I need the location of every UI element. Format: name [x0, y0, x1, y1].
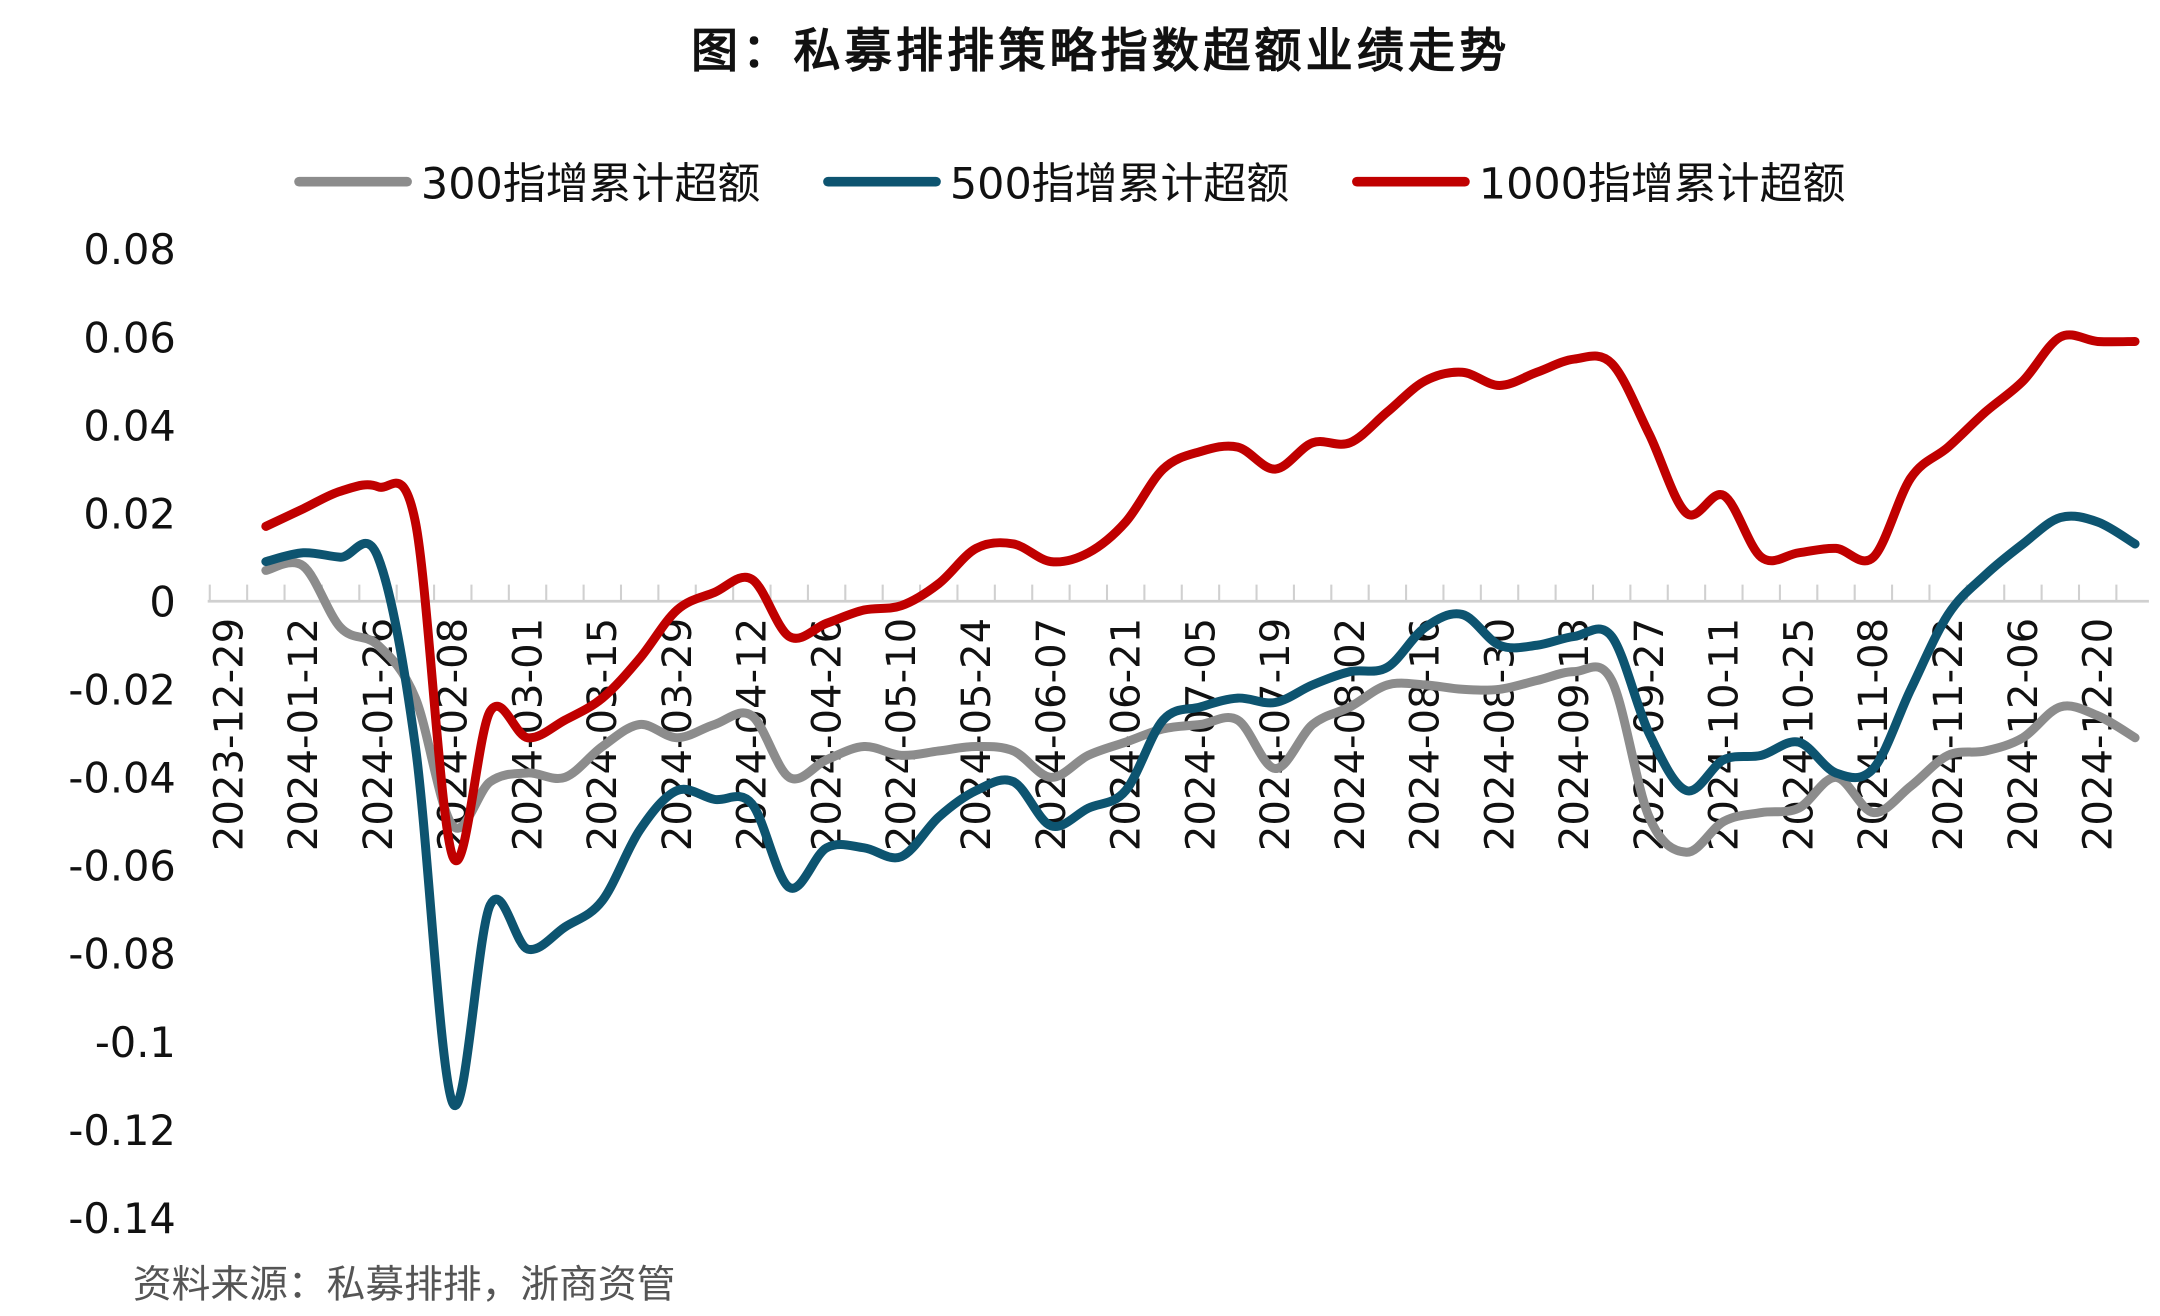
y-tick-label: -0.06: [68, 842, 175, 891]
x-axis: 2023-12-29 2024-01-12 2024-01-26 2024-02-08…: [206, 584, 2149, 851]
x-tick-label: 2024-05-10: [879, 618, 925, 851]
x-tick-label: 2023-12-29: [206, 618, 252, 851]
y-axis: 0.08 0.06 0.04 0.02 0 -0.02 -0.04 -0.06 -0.08 -0.…: [68, 225, 175, 1243]
y-tick-label: -0.08: [68, 930, 175, 979]
x-tick-label: 2024-08-30: [1477, 618, 1523, 851]
x-tick-label: 2024-12-20: [2076, 618, 2122, 851]
x-tick-label: 2024-04-26: [804, 618, 850, 851]
series-line-2: [261, 330, 2140, 866]
legend: 300指增累计超额 500指增累计超额 1000指增累计超额: [294, 159, 1846, 209]
series-line-0: [261, 558, 2140, 857]
legend-label: 500指增累计超额: [950, 159, 1289, 209]
y-tick-label: 0.02: [83, 489, 175, 538]
y-tick-label: 0.08: [83, 225, 175, 274]
x-tick-label: 2024-08-02: [1328, 618, 1374, 851]
y-tick-label: 0.04: [83, 401, 175, 450]
chart-title: 图：私募排排策略指数超额业绩走势: [691, 24, 1510, 79]
y-tick-label: 0.06: [83, 313, 175, 362]
x-tick-label: 2024-07-19: [1253, 618, 1299, 851]
legend-label: 1000指增累计超额: [1479, 159, 1846, 209]
y-tick-label: -0.14: [68, 1194, 175, 1243]
source-note: 资料来源：私募排排，浙商资管: [133, 1263, 675, 1308]
series-lines: [261, 330, 2140, 1111]
legend-label: 300指增累计超额: [421, 159, 760, 209]
series-line-1: [261, 511, 2140, 1111]
y-tick-label: -0.04: [68, 754, 175, 803]
x-tick-label: 2024-10-25: [1776, 618, 1822, 851]
x-tick-label: 2024-07-05: [1178, 618, 1224, 851]
x-tick-label: 2024-01-12: [281, 618, 327, 851]
x-tick-label: 2024-11-22: [1926, 618, 1972, 851]
y-tick-label: 0: [149, 577, 175, 626]
x-tick-label: 2024-09-13: [1552, 618, 1598, 851]
x-tick-label: 2024-08-16: [1403, 618, 1449, 851]
y-tick-label: -0.12: [68, 1106, 175, 1155]
x-tick-label: 2024-01-26: [356, 618, 402, 851]
y-tick-label: -0.1: [95, 1018, 176, 1067]
x-tick-label: 2024-05-24: [954, 618, 1000, 851]
y-tick-label: -0.02: [68, 666, 175, 715]
